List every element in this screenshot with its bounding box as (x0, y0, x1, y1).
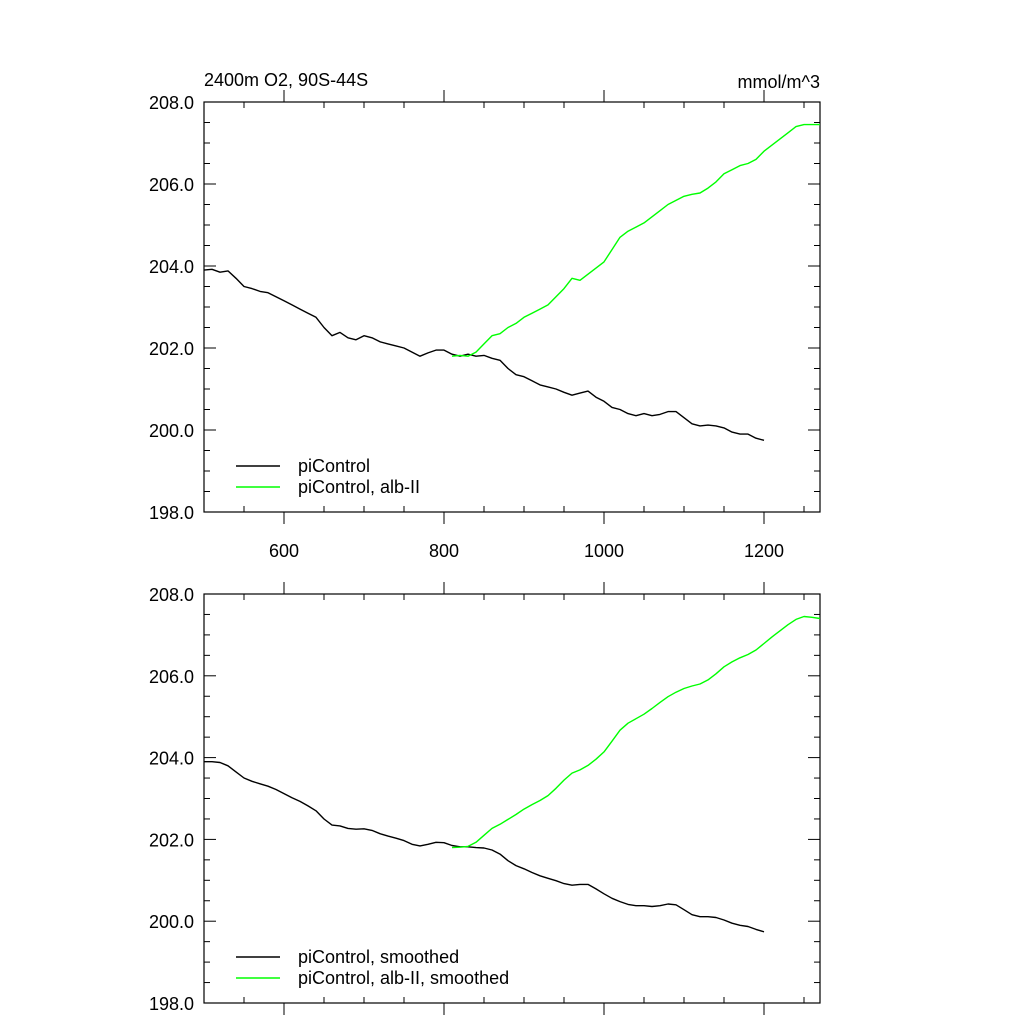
chart-bottom-panel: 198.0 200.0 202.0 204.0 206.0 208.0 piControl,… (149, 582, 821, 1015)
x-tick-label: 800 (429, 541, 459, 561)
y-tick-label: 202.0 (149, 339, 194, 359)
y-tick-label: 200.0 (149, 912, 194, 932)
series-line-0 (204, 761, 765, 933)
y-tick-label: 200.0 (149, 421, 194, 441)
series-line-1 (451, 123, 820, 357)
y-tick-label: 198.0 (149, 503, 194, 523)
y-tick-label: 204.0 (149, 749, 194, 769)
plot-frame (203, 593, 821, 1004)
chart-units-label: mmol/m^3 (738, 72, 820, 92)
y-tick-label: 208.0 (149, 93, 194, 113)
legend-label-0: piControl (298, 456, 370, 476)
y-tick-label: 204.0 (149, 257, 194, 277)
legend-label-0: piControl, smoothed (298, 947, 459, 967)
x-tick-label: 1000 (584, 541, 624, 561)
series-line-0 (203, 268, 765, 441)
series-line-1 (451, 615, 821, 849)
y-tick-label: 206.0 (149, 667, 194, 687)
y-tick-label: 198.0 (149, 994, 194, 1014)
y-tick-label: 206.0 (149, 175, 194, 195)
y-tick-label: 208.0 (149, 585, 194, 605)
legend-label-1: piControl, alb-II, smoothed (298, 968, 509, 988)
x-tick-label: 600 (269, 541, 299, 561)
x-tick-label: 1200 (744, 541, 784, 561)
y-tick-label: 202.0 (149, 830, 194, 850)
chart-top-panel: 600 800 1000 1200 198.0 200.0 202.0 204.0 206.0 2… (149, 70, 821, 561)
legend-label-1: piControl, alb-II (298, 477, 420, 497)
chart-title-left: 2400m O2, 90S-44S (204, 70, 368, 90)
